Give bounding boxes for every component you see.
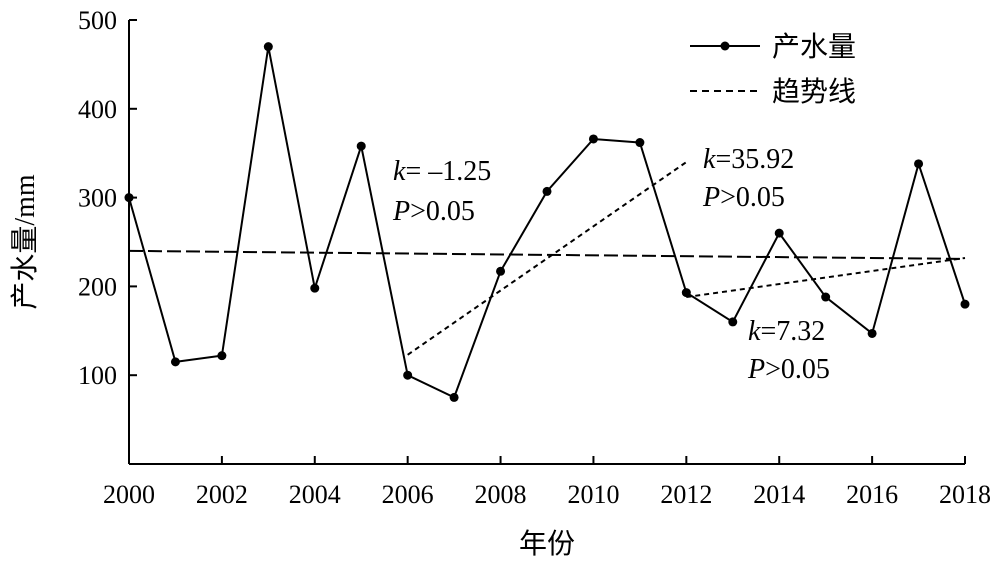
annotation-3-k: k=7.32: [748, 316, 825, 347]
data-point: [356, 141, 366, 151]
data-point: [217, 351, 227, 361]
trend-line-2: [407, 161, 687, 356]
data-point: [914, 159, 924, 169]
x-tick-label: 2010: [567, 480, 619, 509]
x-tick-label: 2008: [475, 480, 527, 509]
annotation-1-p: P>0.05: [392, 196, 475, 227]
x-tick-label: 2006: [382, 480, 434, 509]
data-point: [496, 266, 506, 276]
y-tick-label: 200: [78, 272, 117, 301]
y-tick-label: 500: [78, 6, 117, 35]
x-tick-label: 2004: [289, 480, 341, 509]
data-point: [774, 228, 784, 238]
data-point: [867, 328, 877, 338]
legend-label-trend: 趋势线: [772, 76, 856, 108]
data-point: [728, 317, 738, 327]
y-tick-label: 300: [78, 184, 117, 213]
x-axis-ticks: 2000 2002 2004 2006 2008 2010 2012 2014 2016 2018: [103, 456, 991, 509]
x-axis-title: 年份: [519, 528, 575, 560]
data-point: [635, 138, 645, 148]
data-point: [821, 292, 831, 302]
series-group: [124, 42, 970, 402]
data-point: [960, 299, 970, 309]
data-point: [124, 193, 134, 203]
data-point: [588, 134, 598, 144]
annotation-1-k: k= –1.25: [393, 156, 491, 187]
legend-swatch-marker: [720, 41, 730, 51]
data-point: [681, 288, 691, 298]
trend-line-3: [686, 256, 966, 299]
annotation-2-k: k=35.92: [703, 144, 794, 175]
annotation-2-p: P>0.05: [702, 182, 785, 213]
annotation-1: k= –1.25 P>0.05: [392, 156, 491, 227]
x-tick-label: 2002: [196, 480, 248, 509]
annotation-2: k=35.92 P>0.05: [702, 144, 794, 213]
data-point: [403, 370, 413, 380]
trend-lines: [128, 161, 966, 356]
trend-line-1: [128, 249, 966, 260]
annotation-3-p: P>0.05: [747, 354, 830, 385]
legend: 产水量 趋势线: [690, 31, 856, 108]
data-point: [449, 392, 459, 402]
data-point: [542, 186, 552, 196]
data-point: [310, 283, 320, 293]
y-axis-title: 产水量/mm: [9, 174, 41, 310]
y-axis-ticks: 100 200 300 400 500: [78, 6, 137, 390]
x-tick-label: 2012: [660, 480, 712, 509]
x-tick-label: 2014: [753, 480, 805, 509]
x-tick-label: 2016: [846, 480, 898, 509]
annotation-3: k=7.32 P>0.05: [747, 316, 830, 385]
x-tick-label: 2018: [939, 480, 991, 509]
data-point: [170, 357, 180, 367]
y-tick-label: 400: [78, 95, 117, 124]
y-tick-label: 100: [78, 361, 117, 390]
legend-label-series: 产水量: [772, 31, 856, 63]
data-point: [263, 42, 273, 52]
x-tick-label: 2000: [103, 480, 155, 509]
